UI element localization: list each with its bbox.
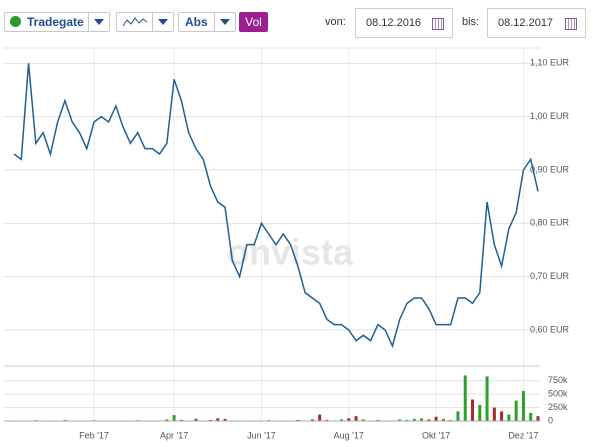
- volume-bar: [216, 418, 220, 421]
- volume-bar: [536, 416, 540, 421]
- volume-bar: [376, 419, 380, 421]
- volume-bar: [449, 419, 453, 421]
- dropdown-arrow: [152, 13, 173, 31]
- volume-bar: [521, 390, 525, 421]
- line-icon: [122, 17, 148, 27]
- to-date[interactable]: 08.12.2017: [487, 8, 586, 38]
- volume-bar: [194, 418, 198, 421]
- x-tick-label: Apr '17: [160, 430, 188, 440]
- y-tick-label: 500k: [548, 389, 568, 399]
- volume-bar: [514, 400, 518, 421]
- volume-bar: [427, 419, 431, 421]
- volume-bar: [507, 414, 511, 421]
- to-value: 08.12.2017: [498, 17, 554, 29]
- volume-bar: [209, 419, 212, 421]
- status-icon: [10, 16, 21, 27]
- y-tick-label: 0: [548, 415, 553, 425]
- y-tick-label: 750k: [548, 375, 568, 385]
- volume-bar: [471, 399, 474, 421]
- volume-bar: [165, 419, 169, 421]
- volume-button[interactable]: Vol: [239, 12, 268, 32]
- x-tick-label: Feb '17: [79, 430, 109, 440]
- x-tick-label: Aug '17: [334, 430, 364, 440]
- x-tick-label: Jun '17: [247, 430, 276, 440]
- volume-bar: [529, 412, 533, 421]
- volume-bar: [492, 407, 496, 421]
- from-date[interactable]: 08.12.2016: [355, 8, 453, 38]
- y-tick-label: 1,00 EUR: [530, 111, 570, 121]
- volume-bar: [223, 418, 227, 421]
- volume-bar: [325, 419, 329, 421]
- calendar-icon[interactable]: [565, 18, 577, 30]
- watermark: onvista: [227, 232, 354, 273]
- volume-bar: [361, 419, 365, 421]
- volume-bar: [441, 418, 445, 421]
- volume-bar: [434, 416, 438, 421]
- exchange-select[interactable]: Tradegate: [4, 12, 110, 32]
- volume-bar: [340, 419, 343, 421]
- volume-bar: [318, 414, 322, 421]
- to-label: bis:: [462, 16, 480, 28]
- y-tick-label: 0,80 EUR: [530, 218, 570, 228]
- volume-bar: [420, 418, 424, 421]
- volume-bar: [478, 404, 482, 421]
- dropdown-arrow: [88, 13, 109, 31]
- volume-bar: [485, 376, 489, 421]
- volume-bar: [296, 419, 300, 421]
- from-value: 08.12.2016: [366, 17, 422, 29]
- chart-type-select[interactable]: [116, 12, 174, 32]
- price-line: [13, 63, 539, 349]
- volume-bar: [500, 411, 504, 421]
- y-tick-label: 1,10 EUR: [530, 58, 570, 68]
- volume-bar: [463, 375, 467, 421]
- exchange-label: Tradegate: [27, 15, 84, 29]
- scale-label: Abs: [185, 15, 208, 29]
- volume-bar: [354, 416, 358, 421]
- volume-bar: [63, 419, 67, 421]
- volume-bar: [172, 415, 176, 421]
- volume-bar: [405, 419, 409, 421]
- y-tick-label: 0,60 EUR: [530, 324, 570, 334]
- volume-bar: [179, 419, 183, 421]
- volume-bar: [456, 411, 460, 421]
- scale-select[interactable]: Abs: [178, 12, 236, 32]
- volume-bar: [347, 418, 351, 421]
- x-tick-label: Dez '17: [508, 430, 538, 440]
- from-label: von:: [325, 16, 346, 28]
- y-tick-label: 250k: [548, 402, 568, 412]
- calendar-icon[interactable]: [432, 18, 444, 30]
- y-tick-label: 0,70 EUR: [530, 271, 570, 281]
- volume-bar: [412, 418, 416, 421]
- x-tick-label: Okt '17: [422, 430, 450, 440]
- volume-bar: [310, 419, 314, 421]
- volume-bar: [398, 419, 402, 421]
- dropdown-arrow: [214, 13, 235, 31]
- y-tick-label: 0,90 EUR: [530, 164, 570, 174]
